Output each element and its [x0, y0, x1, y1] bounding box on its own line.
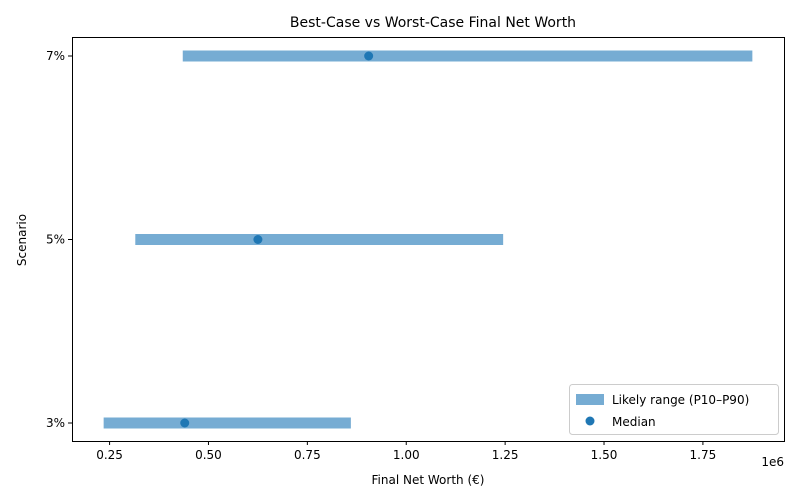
- legend-median-label: Median: [612, 415, 656, 429]
- legend-range-swatch: [576, 394, 604, 405]
- median-points: [180, 51, 374, 428]
- y-axis-title: Scenario: [15, 214, 29, 266]
- x-axis-offset-label: 1e6: [761, 455, 784, 469]
- x-tick-label: 0.75: [294, 448, 321, 462]
- x-tick-label: 1.00: [393, 448, 420, 462]
- range-bar-3pct: [103, 417, 351, 429]
- x-axis: 0.25 0.50 0.75 1.00 1.25 1.50 1.75: [96, 441, 716, 462]
- y-axis: 3% 5% 7%: [46, 49, 72, 430]
- legend-median-marker: [585, 416, 595, 426]
- chart-title: Best-Case vs Worst-Case Final Net Worth: [290, 15, 576, 31]
- legend-frame: [569, 384, 779, 435]
- y-tick-label: 5%: [46, 233, 65, 247]
- y-tick-label: 3%: [46, 416, 65, 430]
- median-point-3pct: [180, 418, 190, 428]
- x-axis-title: Final Net Worth (€): [372, 473, 485, 487]
- legend-range-label: Likely range (P10–P90): [612, 393, 749, 407]
- x-tick-label: 1.50: [591, 448, 618, 462]
- range-bars: [103, 50, 753, 429]
- median-point-5pct: [253, 235, 263, 244]
- y-tick-label: 7%: [46, 49, 65, 63]
- median-point-7pct: [364, 51, 374, 61]
- x-tick-label: 0.50: [195, 448, 222, 462]
- x-tick-label: 1.75: [690, 448, 717, 462]
- range-bar-5pct: [135, 234, 504, 245]
- legend: Likely range (P10–P90) Median: [569, 384, 779, 435]
- range-bar-7pct: [182, 50, 753, 62]
- x-tick-label: 0.25: [96, 448, 123, 462]
- x-tick-label: 1.25: [492, 448, 519, 462]
- plot-frame: [72, 37, 785, 442]
